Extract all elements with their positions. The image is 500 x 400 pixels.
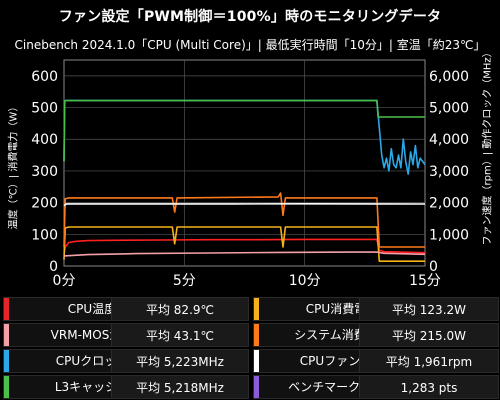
series-line [63,203,426,207]
x-tick-label: 5分 [173,273,196,289]
y-axis-left-label: 温度（℃）| 消費電力（W） [8,101,20,230]
monitoring-chart: 0 100 200 300 400 500 600 0 1,000 2,000 3,000 4,000… [31,59,469,289]
legend-value: 1,283 pts [359,375,499,399]
legend-value: 平均 5,223MHz [111,349,249,373]
x-tick-label: 10分 [289,273,321,289]
legend-value: 平均 43.1℃ [111,323,249,347]
legend-swatch [254,298,259,320]
y-right-tick-label: 5,000 [429,101,469,117]
plot-area [63,59,426,267]
legend-value: 平均 215.0W [359,323,499,347]
legend-swatch [4,350,9,372]
legend-row: CPU温度 平均 82.9℃ CPU消費電力 平均 123.2W [3,297,499,321]
legend-row: CPUクロック 平均 5,223MHz CPUファン速度 平均 1,961rpm [3,349,499,373]
y-axis-right-label: ファン速度（rpm）| 動作クロック（MHz） [482,47,494,246]
y-left-tick-label: 300 [31,164,58,180]
series-line [63,226,425,263]
legend-label: L3キャッシュ [54,380,130,394]
y-left-tick-label: 200 [31,196,58,212]
series-line [63,251,426,257]
y-right-tick-label: 6,000 [429,69,469,85]
legend-label: CPUクロック [55,354,129,368]
y-right-tick-label: 3,000 [429,164,469,180]
legend-swatch [254,376,259,398]
legend-panel: CPU温度 平均 82.9℃ CPU消費電力 平均 123.2W VRM-MOS… [0,297,500,400]
series-line [63,99,425,162]
y-left-tick-label: 400 [31,132,58,148]
y-right-tick-label: 1,000 [429,227,469,243]
y-left-tick-label: 500 [31,101,58,117]
x-tick-label: 15分 [409,273,441,289]
chart-subtitle: Cinebench 2024.1.0「CPU (Multi Core)」| 最低… [14,38,486,52]
y-right-tick-label: 0 [429,259,438,275]
legend-value: 平均 5,218MHz [111,375,249,399]
y-right-tick-label: 4,000 [429,132,469,148]
legend-row: L3キャッシュ 平均 5,218MHz ベンチマークスコア 1,283 pts [3,375,499,399]
legend-value: 平均 82.9℃ [111,297,249,321]
y-left-tick-label: 100 [31,227,58,243]
legend-value: 平均 123.2W [359,297,499,321]
legend-swatch [4,298,9,320]
chart-title: ファン設定「PWM制御＝100%」時のモニタリングデータ [58,9,442,25]
x-tick-label: 0分 [53,273,76,289]
legend-value: 平均 1,961rpm [359,349,499,373]
legend-swatch [4,376,9,398]
legend-swatch [4,324,9,346]
y-right-tick-label: 2,000 [429,196,469,212]
legend-row: VRM-MOS温度 平均 43.1℃ システム消費電力 平均 215.0W [3,323,499,347]
y-left-tick-label: 600 [31,69,58,85]
series-line [63,192,425,248]
legend-swatch [254,350,259,372]
legend-label: CPU温度 [67,302,117,316]
legend-swatch [254,324,259,346]
y-left-tick-label: 0 [49,259,58,275]
